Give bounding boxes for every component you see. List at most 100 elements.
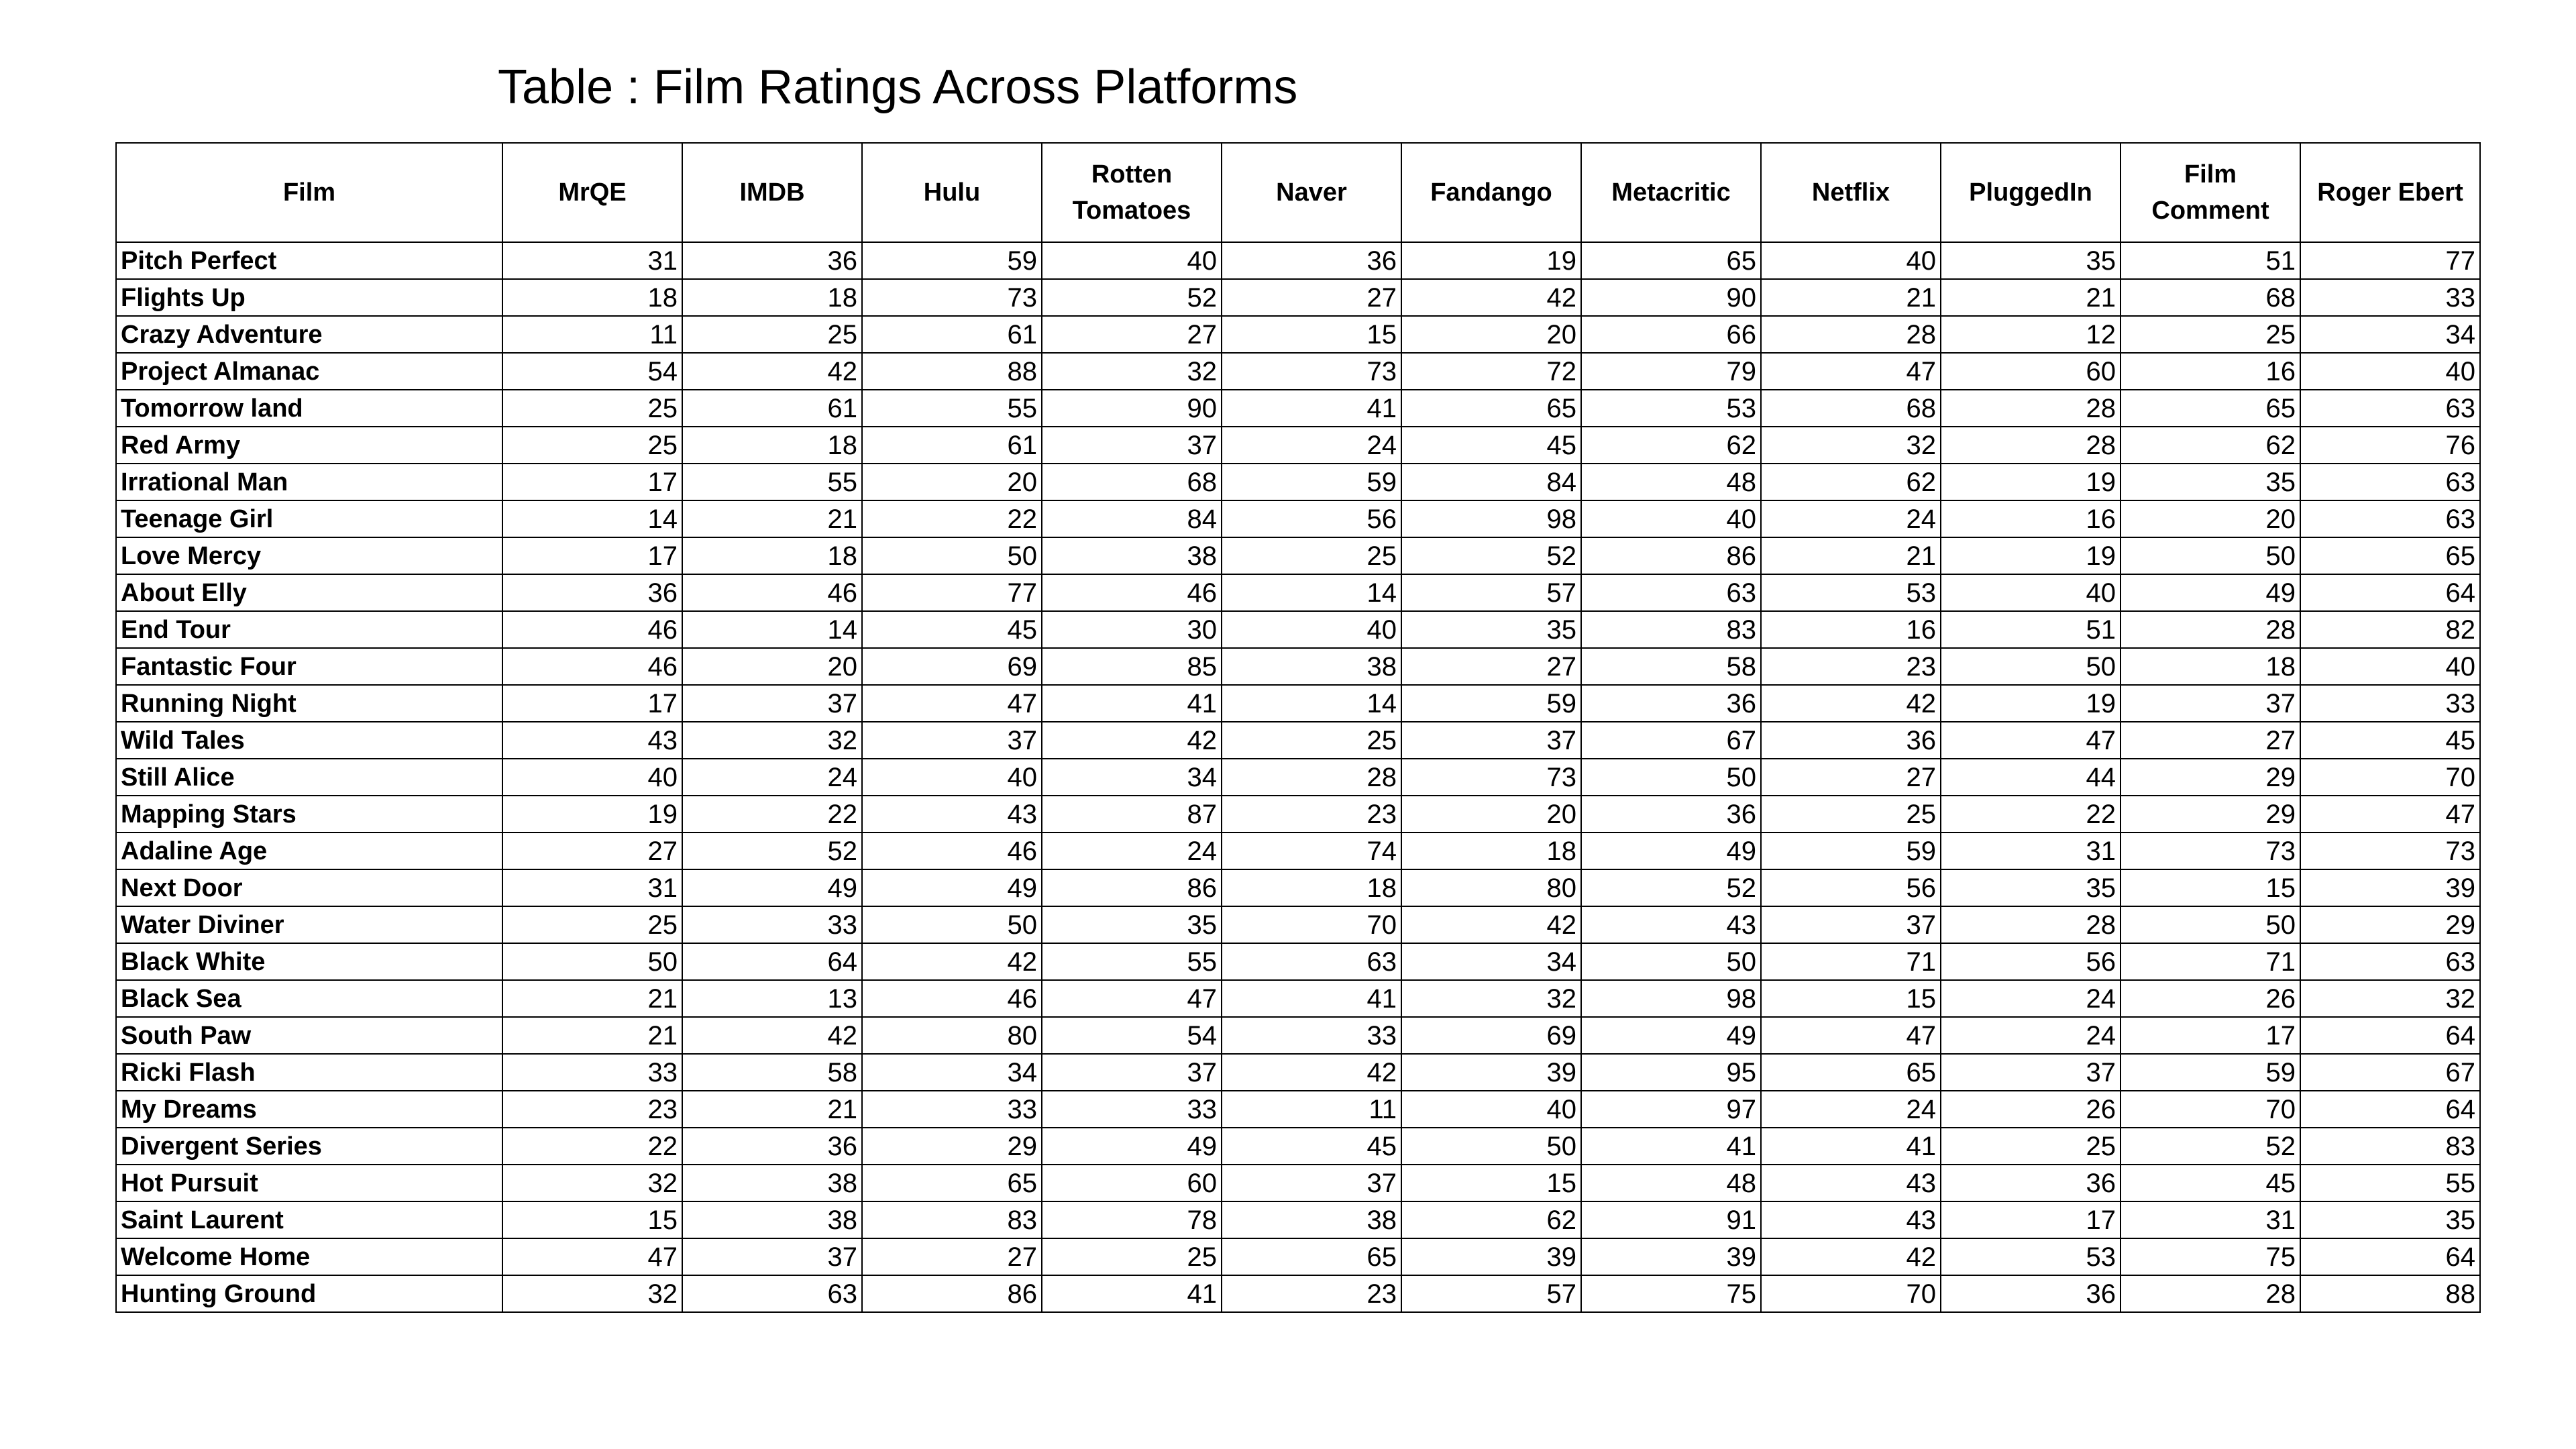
rating-cell: 37: [861, 721, 1042, 759]
rating-cell: 27: [1221, 278, 1402, 317]
rating-cell: 64: [682, 943, 863, 981]
rating-cell: 60: [1041, 1164, 1222, 1202]
rating-cell: 18: [502, 278, 683, 317]
rating-cell: 15: [2120, 869, 2301, 907]
table-row: Welcome Home 47 37 27 25 65 39 39 42 53 75 64: [115, 1238, 2481, 1276]
rating-cell: 68: [2120, 278, 2301, 317]
rating-cell: 49: [1580, 1016, 1762, 1055]
rating-cell: 88: [2300, 1275, 2481, 1313]
table-row: Wild Tales 43 32 37 42 25 37 67 36 47 27 45: [115, 721, 2481, 759]
rating-cell: 40: [861, 758, 1042, 796]
rating-cell: 17: [502, 537, 683, 575]
table-row: Hot Pursuit 32 38 65 60 37 15 48 43 36 45 55: [115, 1164, 2481, 1202]
table-row: Project Almanac 54 42 88 32 73 72 79 47 60 16 40: [115, 352, 2481, 390]
rating-cell: 73: [2120, 832, 2301, 870]
rating-cell: 32: [2300, 979, 2481, 1018]
rating-cell: 52: [1041, 278, 1222, 317]
rating-cell: 41: [1221, 389, 1402, 427]
rating-cell: 70: [1221, 906, 1402, 944]
rating-cell: 63: [2300, 500, 2481, 538]
rating-cell: 33: [502, 1053, 683, 1091]
rating-cell: 25: [1221, 537, 1402, 575]
film-name-cell: About Elly: [115, 574, 503, 612]
rating-cell: 28: [2120, 1275, 2301, 1313]
film-name-cell: Project Almanac: [115, 352, 503, 390]
rating-cell: 19: [1940, 463, 2121, 501]
column-header-imdb: IMDB: [682, 142, 863, 243]
rating-cell: 15: [502, 1201, 683, 1239]
rating-cell: 22: [502, 1127, 683, 1165]
rating-cell: 14: [1221, 684, 1402, 722]
rating-cell: 49: [861, 869, 1042, 907]
film-name-cell: Irrational Man: [115, 463, 503, 501]
rating-cell: 43: [1760, 1164, 1941, 1202]
rating-cell: 18: [1221, 869, 1402, 907]
rating-cell: 68: [1041, 463, 1222, 501]
rating-cell: 61: [682, 389, 863, 427]
table-row: My Dreams 23 21 33 33 11 40 97 24 26 70 64: [115, 1090, 2481, 1128]
rating-cell: 56: [1940, 943, 2121, 981]
rating-cell: 36: [502, 574, 683, 612]
rating-cell: 50: [1940, 647, 2121, 686]
rating-cell: 20: [682, 647, 863, 686]
rating-cell: 83: [861, 1201, 1042, 1239]
film-name-cell: Water Diviner: [115, 906, 503, 944]
rating-cell: 35: [2300, 1201, 2481, 1239]
table-row: Tomorrow land 25 61 55 90 41 65 53 68 28 65 63: [115, 389, 2481, 427]
rating-cell: 50: [1401, 1127, 1582, 1165]
rating-cell: 61: [861, 315, 1042, 354]
rating-cell: 34: [861, 1053, 1042, 1091]
rating-cell: 56: [1760, 869, 1941, 907]
rating-cell: 45: [2300, 721, 2481, 759]
rating-cell: 79: [1580, 352, 1762, 390]
rating-cell: 21: [682, 500, 863, 538]
rating-cell: 28: [1221, 758, 1402, 796]
rating-cell: 17: [502, 463, 683, 501]
rating-cell: 32: [502, 1164, 683, 1202]
rating-cell: 46: [861, 979, 1042, 1018]
rating-cell: 45: [1221, 1127, 1402, 1165]
rating-cell: 50: [1580, 943, 1762, 981]
rating-cell: 22: [861, 500, 1042, 538]
table-row: Irrational Man 17 55 20 68 59 84 48 62 19 35 63: [115, 463, 2481, 501]
rating-cell: 42: [1760, 1238, 1941, 1276]
rating-cell: 20: [2120, 500, 2301, 538]
table-row: Running Night 17 37 47 41 14 59 36 42 19 37 33: [115, 684, 2481, 722]
rating-cell: 17: [502, 684, 683, 722]
rating-cell: 35: [2120, 463, 2301, 501]
rating-cell: 57: [1401, 1275, 1582, 1313]
rating-cell: 39: [1401, 1053, 1582, 1091]
rating-cell: 63: [682, 1275, 863, 1313]
rating-cell: 70: [1760, 1275, 1941, 1313]
film-name-cell: My Dreams: [115, 1090, 503, 1128]
rating-cell: 47: [1760, 1016, 1941, 1055]
rating-cell: 37: [2120, 684, 2301, 722]
rating-cell: 80: [1401, 869, 1582, 907]
film-name-cell: Still Alice: [115, 758, 503, 796]
rating-cell: 87: [1041, 795, 1222, 833]
rating-cell: 27: [1401, 647, 1582, 686]
rating-cell: 73: [2300, 832, 2481, 870]
rating-cell: 27: [2120, 721, 2301, 759]
table-row: Next Door 31 49 49 86 18 80 52 56 35 15 39: [115, 869, 2481, 907]
rating-cell: 45: [1401, 426, 1582, 464]
rating-cell: 33: [861, 1090, 1042, 1128]
rating-cell: 40: [1940, 574, 2121, 612]
rating-cell: 72: [1401, 352, 1582, 390]
rating-cell: 46: [682, 574, 863, 612]
rating-cell: 25: [1041, 1238, 1222, 1276]
rating-cell: 65: [1760, 1053, 1941, 1091]
rating-cell: 37: [1760, 906, 1941, 944]
column-header-hulu: Hulu: [861, 142, 1042, 243]
column-header-fandango: Fandango: [1401, 142, 1582, 243]
rating-cell: 40: [2300, 352, 2481, 390]
rating-cell: 69: [861, 647, 1042, 686]
rating-cell: 28: [1760, 315, 1941, 354]
rating-cell: 76: [2300, 426, 2481, 464]
rating-cell: 19: [1940, 537, 2121, 575]
table-title: Table : Film Ratings Across Platforms: [498, 60, 1298, 114]
film-name-cell: Hot Pursuit: [115, 1164, 503, 1202]
rating-cell: 51: [2120, 241, 2301, 280]
rating-cell: 98: [1580, 979, 1762, 1018]
rating-cell: 34: [2300, 315, 2481, 354]
